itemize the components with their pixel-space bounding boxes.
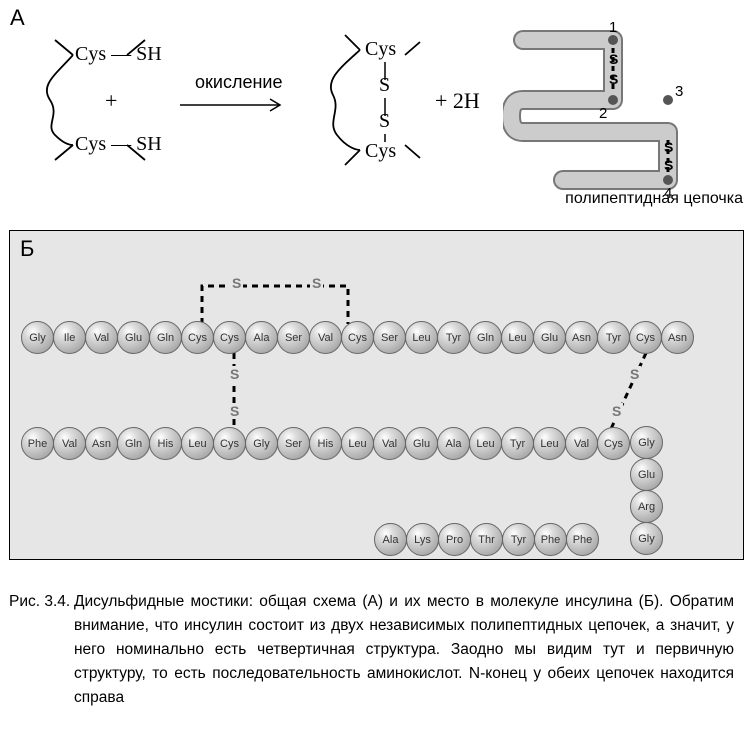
amino-acid: Leu — [181, 427, 214, 460]
right-cys-bot: Cys — [365, 140, 396, 163]
amino-acid: Gly — [245, 427, 278, 460]
amino-acid: Gly — [21, 321, 54, 354]
amino-acid: Gln — [117, 427, 150, 460]
amino-acid: Ile — [53, 321, 86, 354]
amino-acid: Cys — [341, 321, 374, 354]
amino-acid: Asn — [565, 321, 598, 354]
oxidation-reaction: Cys — SH Cys — SH + окисление Cys S S Cy… — [35, 30, 495, 190]
amino-acid: Phe — [534, 523, 567, 556]
svg-text:S: S — [664, 139, 673, 155]
amino-acid: Tyr — [502, 523, 535, 556]
bond-a6-a11-s2: S — [310, 275, 323, 291]
amino-acid: Leu — [341, 427, 374, 460]
amino-acid: Leu — [469, 427, 502, 460]
amino-acid: Cys — [213, 321, 246, 354]
amino-acid: Val — [565, 427, 598, 460]
amino-acid: Val — [373, 427, 406, 460]
amino-acid: Lys — [406, 523, 439, 556]
amino-acid: Ala — [374, 523, 407, 556]
amino-acid: Leu — [533, 427, 566, 460]
panel-b-label: Б — [20, 236, 34, 262]
amino-acid: Val — [309, 321, 342, 354]
insulin-chain-b-row2: PhePheTyrThrProLysAla — [375, 523, 599, 556]
bond-a20-b19-s1: S — [628, 366, 641, 382]
amino-acid: Gln — [149, 321, 182, 354]
amino-acid: Asn — [85, 427, 118, 460]
figure-number: Рис. 3.4. — [9, 590, 74, 614]
amino-acid: Gly — [630, 522, 663, 555]
polypeptide-caption: полипептидная цепочка — [565, 190, 743, 208]
amino-acid: Gly — [630, 426, 663, 459]
amino-acid: Ser — [277, 321, 310, 354]
amino-acid: Tyr — [437, 321, 470, 354]
amino-acid: Leu — [405, 321, 438, 354]
amino-acid: Cys — [597, 427, 630, 460]
panel-a: А Cys — SH Cys — SH + окисление Cys S S … — [0, 0, 753, 230]
figure-caption: Рис. 3.4.Дисульфидные мостики: общая схе… — [9, 590, 744, 710]
amino-acid: Glu — [630, 458, 663, 491]
bond-a20-b19 — [604, 353, 654, 431]
bond-a7-b7-s2: S — [228, 403, 241, 419]
amino-acid: Gln — [469, 321, 502, 354]
marker-2: 2 — [599, 105, 607, 122]
bond-a7-b7 — [228, 353, 240, 431]
right-s1: S — [379, 74, 390, 97]
svg-text:S: S — [609, 71, 618, 87]
bond-a7-b7-s1: S — [228, 366, 241, 382]
amino-acid: Tyr — [501, 427, 534, 460]
insulin-chain-b-col: GlyGluArgGly — [630, 427, 663, 555]
amino-acid: His — [309, 427, 342, 460]
amino-acid: Val — [53, 427, 86, 460]
amino-acid: Pro — [438, 523, 471, 556]
amino-acid: Phe — [21, 427, 54, 460]
amino-acid: Tyr — [597, 321, 630, 354]
amino-acid: Ala — [245, 321, 278, 354]
amino-acid: Glu — [533, 321, 566, 354]
amino-acid: His — [149, 427, 182, 460]
amino-acid: Ala — [437, 427, 470, 460]
marker-1: 1 — [609, 20, 617, 36]
svg-text:S: S — [664, 157, 673, 173]
panel-a-label: А — [10, 5, 25, 31]
amino-acid: Leu — [501, 321, 534, 354]
amino-acid: Phe — [566, 523, 599, 556]
amino-acid: Ser — [277, 427, 310, 460]
amino-acid: Ser — [373, 321, 406, 354]
amino-acid: Asn — [661, 321, 694, 354]
bond-a6-a11 — [188, 276, 363, 326]
product-plus-2h: + 2H — [435, 88, 480, 114]
marker-3: 3 — [675, 83, 683, 100]
amino-acid: Val — [85, 321, 118, 354]
panel-b: Б S S S S S S GlyIleValGluGlnCysCysAlaSe… — [9, 230, 744, 560]
amino-acid: Arg — [630, 490, 663, 523]
polypeptide-svg: S S S S 1 2 3 4 — [503, 20, 733, 200]
amino-acid: Glu — [405, 427, 438, 460]
left-cys-top: Cys — SH — [75, 43, 162, 66]
left-cys-bot: Cys — SH — [75, 133, 162, 156]
bond-a20-b19-s2: S — [610, 403, 623, 419]
amino-acid: Glu — [117, 321, 150, 354]
amino-acid: Cys — [213, 427, 246, 460]
figure-caption-text: Дисульфидные мостики: общая схема (А) и … — [74, 590, 734, 710]
bond-a6-a11-s1: S — [230, 275, 243, 291]
reactant-plus: + — [105, 88, 117, 114]
insulin-chain-a: GlyIleValGluGlnCysCysAlaSerValCysSerLeuT… — [22, 321, 694, 354]
oxidation-label: окисление — [195, 72, 282, 93]
right-cys-top: Cys — [365, 38, 396, 61]
svg-text:S: S — [609, 51, 618, 67]
insulin-chain-b-row1: PheValAsnGlnHisLeuCysGlySerHisLeuValGluA… — [22, 427, 630, 460]
amino-acid: Thr — [470, 523, 503, 556]
reaction-arrow — [180, 95, 290, 115]
amino-acid: Cys — [181, 321, 214, 354]
right-s2: S — [379, 110, 390, 133]
amino-acid: Cys — [629, 321, 662, 354]
